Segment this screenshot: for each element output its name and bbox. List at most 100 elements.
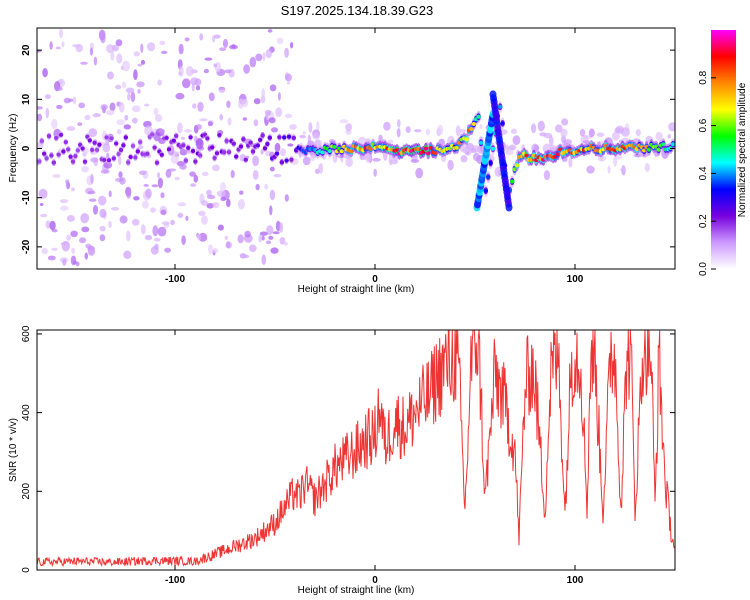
spectral-noise-blob xyxy=(537,120,545,132)
y-tick-label: 20 xyxy=(21,44,32,56)
spectral-noise-blob xyxy=(461,147,469,154)
spectral-ridge-cell xyxy=(73,154,78,159)
spectral-noise-blob xyxy=(66,234,72,241)
spectral-ridge-cell xyxy=(68,154,73,159)
spectral-noise-blob xyxy=(179,163,187,170)
spectral-noise-blob xyxy=(275,107,283,118)
spectral-ridge-cell xyxy=(171,138,176,143)
spectral-noise-blob xyxy=(102,143,111,153)
spectral-noise-blob xyxy=(122,81,126,89)
spectral-noise-blob xyxy=(140,43,144,53)
spectral-noise-blob xyxy=(284,241,288,246)
spectral-noise-blob xyxy=(49,41,53,50)
spectral-noise-blob xyxy=(596,132,605,138)
spectral-noise-blob xyxy=(140,224,146,235)
spectral-noise-blob xyxy=(253,98,261,105)
spectral-ridge-cell xyxy=(102,158,107,162)
spectral-noise-blob xyxy=(167,168,176,172)
y-tick-label: -20 xyxy=(21,239,32,254)
spectral-noise-blob xyxy=(268,235,274,240)
spectral-noise-blob xyxy=(198,232,208,242)
spectral-noise-blob xyxy=(222,38,229,48)
spectral-noise-blob xyxy=(543,170,551,181)
spectral-noise-blob xyxy=(655,131,663,141)
spectral-noise-blob xyxy=(99,234,106,242)
spectral-noise-blob xyxy=(555,124,563,133)
spectral-noise-blob xyxy=(99,225,106,232)
spectral-noise-blob xyxy=(265,49,272,59)
spectral-noise-blob xyxy=(563,139,573,145)
spectral-noise-blob xyxy=(255,183,260,191)
spectral-ridge-cell xyxy=(166,147,172,152)
spectral-noise-blob xyxy=(177,212,184,218)
spectral-noise-blob xyxy=(267,29,273,33)
colorbar-scale xyxy=(711,30,736,269)
spectral-noise-blob xyxy=(612,131,620,141)
spectral-noise-blob xyxy=(226,198,231,208)
spectral-noise-blob xyxy=(122,60,130,72)
spectral-noise-blob xyxy=(199,33,204,41)
spectral-ridge-cell xyxy=(258,137,263,142)
spectral-ridge-cell xyxy=(186,145,191,150)
spectral-noise-blob xyxy=(302,131,306,135)
spectral-noise-blob xyxy=(201,215,208,225)
spectral-noise-blob xyxy=(219,47,227,51)
snr-x-axis-label: Height of straight line (km) xyxy=(298,585,415,596)
spectral-noise-blob xyxy=(59,28,63,39)
spectral-noise-blob xyxy=(512,135,521,146)
snr-y-axis-label: SNR (10 * v/v) xyxy=(8,418,19,482)
spectral-noise-blob xyxy=(164,247,172,253)
spectral-noise-blob xyxy=(266,225,274,235)
spectral-noise-blob xyxy=(152,225,159,237)
spectral-noise-blob xyxy=(132,117,138,124)
spectral-noise-blob xyxy=(111,206,120,211)
spectral-ridge-cell xyxy=(106,158,112,163)
spectral-ridge-cell xyxy=(250,149,256,154)
spectral-noise-blob xyxy=(126,230,131,242)
spectral-noise-blob xyxy=(568,157,573,168)
spectral-noise-blob xyxy=(150,207,156,213)
spectral-noise-blob xyxy=(78,102,85,109)
spectral-noise-blob xyxy=(413,129,422,133)
colorbar-tick-label: 0.8 xyxy=(698,70,709,84)
spectral-noise-blob xyxy=(299,134,306,139)
spectral-noise-blob xyxy=(72,96,77,105)
spectral-ridge-cell xyxy=(164,135,169,140)
spectral-noise-blob xyxy=(170,153,179,164)
spectral-noise-blob xyxy=(217,224,224,231)
spectral-noise-blob xyxy=(88,128,98,138)
spectral-noise-blob xyxy=(100,104,108,111)
spectral-noise-blob xyxy=(175,92,185,100)
spectral-ridge-cell xyxy=(58,132,64,137)
spectral-ridge-cell xyxy=(205,136,210,141)
spectral-ridge-cell xyxy=(222,150,227,155)
spectral-noise-blob xyxy=(87,245,96,256)
spectral-noise-blob xyxy=(261,235,265,241)
spectral-noise-blob xyxy=(274,142,281,152)
spectral-ridge-cell xyxy=(116,152,121,156)
spectral-ridge-cell xyxy=(231,141,236,146)
spectral-ridge-cell xyxy=(80,146,85,151)
spectral-noise-blob xyxy=(157,177,163,189)
spectral-noise-blob xyxy=(226,100,231,109)
spectral-noise-blob xyxy=(243,64,251,74)
spectral-ridge-cell xyxy=(224,138,229,143)
spectral-noise-blob xyxy=(579,128,586,137)
spectral-noise-blob xyxy=(56,104,63,110)
spectral-noise-blob xyxy=(470,147,477,153)
spectral-ridge-cell xyxy=(289,157,294,162)
spectral-noise-blob xyxy=(269,189,276,201)
spectral-noise-blob xyxy=(220,182,226,192)
spectral-noise-blob xyxy=(227,117,232,126)
spectral-ridge-cell xyxy=(291,135,296,140)
spectral-noise-blob xyxy=(621,127,630,137)
y-tick-label: 600 xyxy=(21,325,32,342)
chart-title: S197.2025.134.18.39.G23 xyxy=(281,3,434,18)
spectral-noise-blob xyxy=(286,81,291,85)
spectral-noise-blob xyxy=(124,114,129,121)
spectral-ridge-cell xyxy=(87,138,93,143)
spectral-noise-blob xyxy=(51,118,58,130)
spectral-noise-blob xyxy=(195,85,201,91)
spectral-noise-blob xyxy=(261,88,266,99)
spectral-noise-blob xyxy=(161,50,168,55)
